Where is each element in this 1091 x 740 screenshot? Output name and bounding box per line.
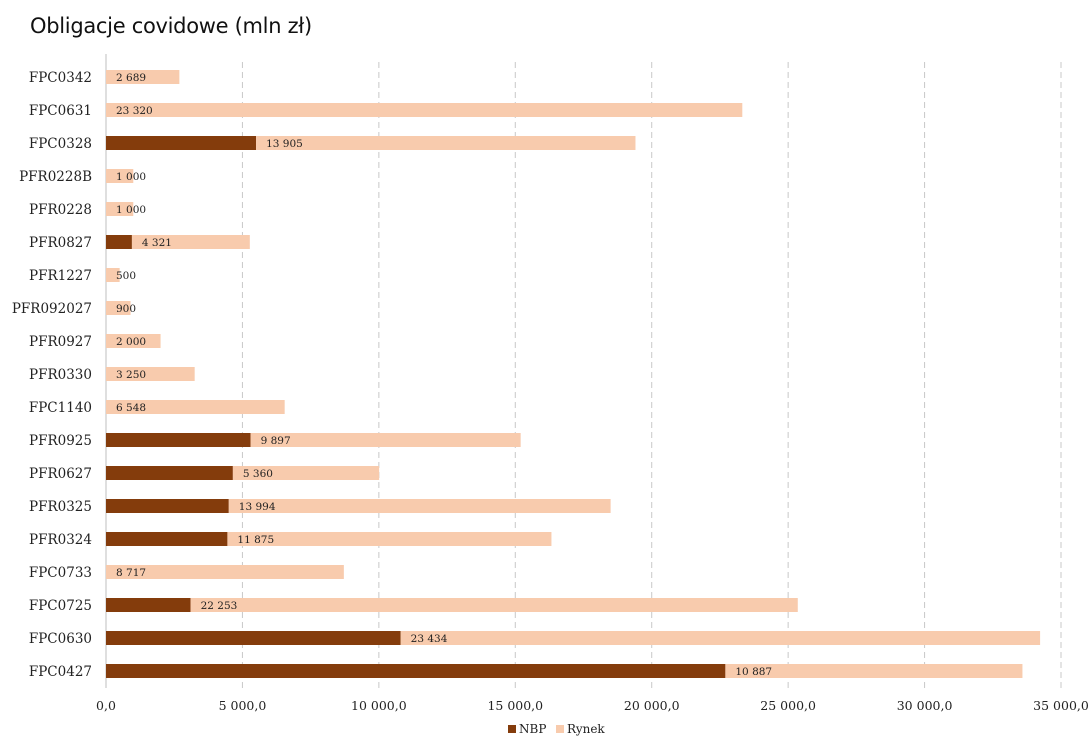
category-labels: FPC0342 FPC0631 FPC0328 PFR0228B PFR0228 PFR0… [12, 70, 92, 680]
data-label: 2 689 [116, 72, 146, 84]
bar-rynek [106, 268, 120, 282]
bar-rynek [106, 367, 195, 381]
data-label: 2 000 [116, 336, 146, 348]
x-tick-label: 10 000,0 [351, 698, 407, 713]
x-tick-label: 35 000,0 [1033, 698, 1089, 713]
legend-swatch [556, 725, 564, 733]
data-label: 23 320 [116, 105, 153, 117]
data-label: 22 253 [201, 600, 238, 612]
data-label: 6 548 [116, 402, 146, 414]
bar-rynek [256, 136, 636, 150]
bar-nbp [106, 631, 401, 645]
data-label: 13 905 [266, 138, 303, 150]
bar-nbp [106, 499, 229, 513]
data-labels: 2 689 23 320 13 905 1 000 1 000 4 321 500 900 2 … [116, 72, 772, 678]
data-label: 23 434 [411, 633, 448, 645]
category-label: PFR0927 [29, 334, 92, 350]
bar-rynek [106, 301, 131, 315]
x-tick-label: 20 000,0 [624, 698, 680, 713]
bar-rynek [106, 169, 134, 183]
data-label: 5 360 [243, 468, 273, 480]
gridlines [105, 54, 1062, 688]
category-label: PFR0325 [29, 499, 92, 515]
data-label: 900 [116, 303, 136, 315]
bar-rynek [400, 631, 1041, 645]
bar-rynek [106, 400, 285, 414]
category-label: FPC0631 [29, 103, 92, 119]
data-label: 8 717 [116, 567, 146, 579]
data-label: 1 000 [116, 204, 146, 216]
bar-rynek [106, 70, 180, 84]
category-label: FPC0725 [29, 598, 92, 614]
x-tick-label: 5 000,0 [219, 698, 267, 713]
category-label: PFR1227 [29, 268, 92, 284]
data-label: 9 897 [261, 435, 291, 447]
bar-rynek [228, 499, 611, 513]
bar-nbp [106, 466, 233, 480]
category-label: FPC0630 [29, 631, 92, 647]
bar-nbp [106, 235, 132, 249]
chart-title: Obligacje covidowe (mln zł) [30, 14, 312, 38]
bar-rynek [250, 433, 521, 447]
legend-swatch [508, 725, 516, 733]
category-label: PFR0925 [29, 433, 92, 449]
bar-rynek [106, 103, 743, 117]
category-label: PFR0827 [29, 235, 92, 251]
bar-nbp [106, 664, 726, 678]
category-label: PFR0228 [29, 202, 92, 218]
category-label: PFR0324 [29, 532, 92, 548]
legend: NBP Rynek [508, 722, 605, 736]
legend-label: Rynek [567, 722, 605, 736]
category-label: FPC0328 [29, 136, 92, 152]
bar-rynek [227, 532, 552, 546]
bar-rynek [190, 598, 798, 612]
category-label: FPC0342 [29, 70, 92, 86]
x-tick-label: 0,0 [96, 698, 116, 713]
data-label: 4 321 [142, 237, 172, 249]
data-label: 13 994 [239, 501, 276, 513]
category-label: FPC0733 [29, 565, 92, 581]
data-label: 500 [116, 270, 136, 282]
bar-rynek [106, 565, 344, 579]
bar-rynek [106, 334, 161, 348]
data-label: 1 000 [116, 171, 146, 183]
x-axis-ticks: 0,0 5 000,0 10 000,0 15 000,0 20 000,0 25 000… [96, 698, 1089, 713]
category-label: PFR0228B [19, 169, 92, 185]
bar-nbp [106, 598, 191, 612]
x-tick-label: 15 000,0 [487, 698, 543, 713]
bar-rynek [131, 235, 250, 249]
bar-nbp [106, 532, 228, 546]
category-label: FPC1140 [29, 400, 92, 416]
category-label: PFR0627 [29, 466, 92, 482]
data-label: 3 250 [116, 369, 146, 381]
category-label: PFR0330 [29, 367, 92, 383]
bar-rynek [106, 202, 134, 216]
bar-rynek [725, 664, 1023, 678]
category-label: FPC0427 [29, 664, 92, 680]
bar-rynek [232, 466, 380, 480]
bar-nbp [106, 433, 251, 447]
legend-label: NBP [519, 722, 546, 736]
data-label: 10 887 [735, 666, 772, 678]
data-label: 11 875 [237, 534, 274, 546]
bar-nbp [106, 136, 257, 150]
bars [106, 70, 1041, 678]
x-tick-label: 30 000,0 [897, 698, 953, 713]
category-label: PFR092027 [12, 301, 92, 317]
x-tick-label: 25 000,0 [760, 698, 816, 713]
